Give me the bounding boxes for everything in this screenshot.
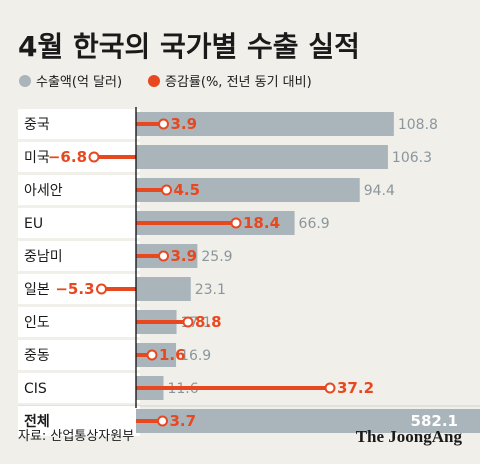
growth-dot: [158, 118, 169, 130]
source-note: 자료: 산업통상자원부: [18, 429, 134, 444]
export-value-label: 106.3: [392, 150, 432, 166]
chart-rows: 중국 108.8 3.9 미국 106.3 −6.8 아세안 94.4 4.5 EU 66.9 18.…: [18, 109, 480, 436]
legend: 수출액(억 달러) 증감률(%, 전년 동기 대비): [19, 75, 312, 90]
category-label-box: [18, 340, 140, 370]
growth-dot: [230, 217, 242, 229]
export-value-label: 582.1: [411, 412, 458, 430]
legend-swatch-growth: [148, 75, 160, 87]
category-label: 전체: [24, 413, 50, 430]
growth-dot: [161, 184, 172, 196]
category-label-box: [18, 175, 140, 205]
legend-swatch-exports: [19, 75, 31, 87]
chart-title: 4월 한국의 국가별 수출 실적: [18, 30, 360, 63]
category-label: 인도: [24, 315, 50, 331]
category-label-box: [18, 406, 140, 436]
growth-value-label: 3.9: [171, 247, 198, 265]
export-value-label: 66.9: [299, 216, 330, 232]
growth-dot: [88, 151, 100, 163]
export-value-label: 94.4: [364, 183, 395, 199]
category-label-box: [18, 208, 140, 238]
growth-value-label: 3.7: [170, 412, 197, 430]
category-label: EU: [24, 216, 43, 232]
growth-value-label: 18.4: [243, 214, 280, 232]
category-label: CIS: [24, 381, 47, 397]
category-label-box: [18, 373, 140, 403]
export-value-label: 108.8: [398, 117, 438, 133]
growth-dot: [96, 283, 107, 295]
export-bar: [136, 409, 480, 433]
growth-value-label: 4.5: [174, 181, 201, 199]
growth-value-label: −5.3: [55, 280, 94, 298]
brand-logo: The JoongAng: [356, 427, 463, 446]
category-label: 중국: [24, 117, 50, 133]
category-label: 중남미: [24, 249, 63, 265]
growth-dot: [146, 349, 158, 361]
category-label: 미국: [24, 150, 50, 166]
legend-label-growth: 증감률(%, 전년 동기 대비): [165, 75, 312, 90]
export-bar: [136, 112, 394, 136]
growth-dot: [324, 382, 336, 394]
growth-value-label: 3.9: [171, 115, 198, 133]
category-label: 아세안: [24, 183, 63, 199]
export-bar: [136, 145, 388, 169]
category-label-box: [18, 307, 140, 337]
legend-label-exports: 수출액(억 달러): [36, 75, 122, 90]
export-value-label: 23.1: [195, 282, 226, 298]
export-value-label: 16.9: [180, 348, 211, 364]
growth-value-label: 37.2: [337, 379, 374, 397]
growth-value-label: 1.6: [159, 346, 186, 364]
category-label-box: [18, 241, 140, 271]
growth-dot: [157, 415, 168, 427]
category-label: 중동: [24, 348, 50, 364]
growth-dot: [158, 250, 169, 262]
export-bar: [136, 277, 191, 301]
category-label: 일본: [24, 282, 50, 298]
growth-dot: [182, 316, 194, 328]
export-value-label: 25.9: [201, 249, 232, 265]
export-bar: [136, 178, 360, 202]
category-label-box: [18, 109, 140, 139]
growth-value-label: 8.8: [195, 313, 222, 331]
growth-value-label: −6.8: [48, 148, 87, 166]
